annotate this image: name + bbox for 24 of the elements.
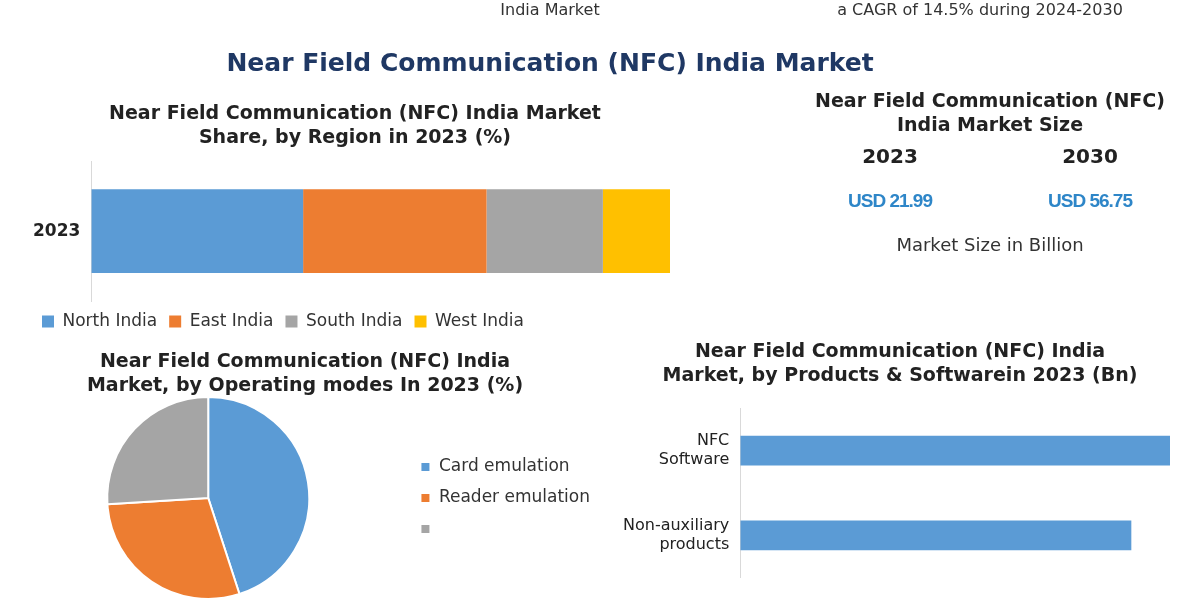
legend-label: West India — [435, 309, 524, 330]
y-tick-label: NFC Software — [658, 430, 730, 469]
data-label: USD 21.99 — [848, 190, 932, 212]
legend-label: East India — [189, 309, 274, 330]
chart-title: Near Field Communication (NFC) India Market Share, by Region in 2023 (%) — [108, 100, 602, 148]
bar — [602, 189, 670, 274]
text: Near Field Communication (NFC) India Market — [225, 48, 875, 77]
chart-title: Near Field Communication (NFC) India Market, by Operating modes In 2023 (%) — [85, 348, 525, 396]
text: Near Field Communication (NFC) India Market Size — [814, 88, 1166, 136]
category-label: 2030 — [1061, 144, 1119, 168]
bar — [91, 189, 304, 274]
chart-title: Near Field Communication (NFC) India Market, by Products & Softwarein 2023 (Bn) — [661, 338, 1139, 386]
legend-label: South India — [305, 309, 403, 330]
text: India Market — [499, 0, 601, 19]
text: a CAGR of 14.5% during 2024-2030 — [836, 0, 1124, 19]
text: Market Size in Billion — [895, 234, 1085, 255]
bar — [303, 189, 487, 274]
legend-label: Reader emulation — [438, 486, 591, 507]
data-label: USD 56.75 — [1048, 190, 1132, 212]
legend-label: North India — [62, 309, 158, 330]
legend-label: Card emulation — [438, 455, 570, 476]
category-label: 2023 — [861, 144, 919, 168]
y-tick-label: Non-auxiliary products — [622, 514, 730, 554]
bar — [486, 189, 603, 274]
